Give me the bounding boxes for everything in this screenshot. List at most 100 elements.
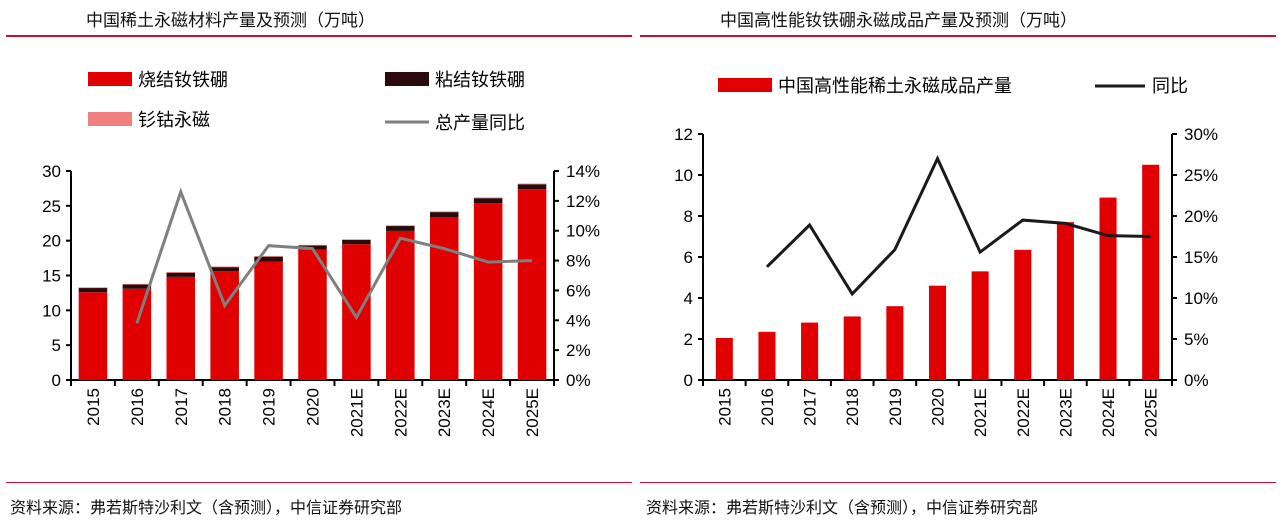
bar-烧结钕铁硼 <box>473 203 503 380</box>
x-tick-label: 2024E <box>479 388 498 437</box>
bar-烧结钕铁硼 <box>517 189 547 380</box>
bar-烧结钕铁硼 <box>122 288 152 380</box>
bar-中国高性能稀土永磁成品产量 <box>886 306 904 380</box>
y-tick-label: 10 <box>674 166 693 185</box>
y-tick-label: 0 <box>684 371 693 390</box>
legend-swatch <box>88 72 132 86</box>
legend-label: 烧结钕铁硼 <box>138 70 228 90</box>
legend-label: 粘结钕铁硼 <box>435 70 525 90</box>
left-panel: 中国稀土永磁材料产量及预测（万吨） 0 5 10 15 20 25 30 0% 2% 4% 6% 8%… <box>0 0 634 528</box>
x-tick-label: 2018 <box>216 388 235 426</box>
bar-中国高性能稀土永磁成品产量 <box>928 285 947 380</box>
x-tick-label: 2022E <box>1014 388 1033 437</box>
x-tick-label: 2022E <box>391 388 410 437</box>
bar-粘结钕铁硼 <box>386 226 415 231</box>
legend-swatch <box>88 112 132 126</box>
legend-label: 中国高性能稀土永磁成品产量 <box>778 76 1012 96</box>
y-tick-label: 5 <box>52 336 61 355</box>
bar-钐钴永磁 <box>298 244 327 246</box>
chart-left: 0 5 10 15 20 25 30 0% 2% 4% 6% 8% 10% 12% 14% 2015 2016 2… <box>42 70 600 437</box>
bar-粘结钕铁硼 <box>166 272 196 277</box>
bar-钐钴永磁 <box>254 255 283 257</box>
divider <box>640 35 1276 37</box>
bar-烧结钕铁硼 <box>429 216 459 380</box>
y2-tick-label: 15% <box>1184 248 1218 267</box>
legend-label: 钐钴永磁 <box>138 110 210 130</box>
bar-钐钴永磁 <box>122 283 152 285</box>
x-tick-label: 2024E <box>1099 388 1118 437</box>
bar-钐钴永磁 <box>342 239 371 240</box>
y-tick-label: 4 <box>684 289 693 308</box>
divider <box>640 482 1276 483</box>
bar-钐钴永磁 <box>429 211 459 213</box>
x-tick-label: 2016 <box>758 388 777 426</box>
chart-right: 0 2 4 6 8 10 12 0% 5% 10% 15% 20% 25% 30% 2015 2016 2017… <box>674 76 1218 437</box>
y-tick-label: 8 <box>684 207 693 226</box>
bar-中国高性能稀土永磁成品产量 <box>715 337 733 380</box>
y-tick-label: 15 <box>42 267 61 286</box>
bar-中国高性能稀土永磁成品产量 <box>758 331 776 380</box>
bar-中国高性能稀土永磁成品产量 <box>971 271 989 380</box>
y2-tick-label: 12% <box>566 192 600 211</box>
x-tick-label: 2025E <box>523 388 542 437</box>
bar-中国高性能稀土永磁成品产量 <box>1014 249 1032 380</box>
y2-tick-label: 10% <box>1184 289 1218 308</box>
source-note: 资料来源：弗若斯特沙利文（含预测），中信证券研究部 <box>10 500 403 517</box>
y2-tick-label: 10% <box>566 222 600 241</box>
y2-tick-label: 6% <box>566 281 591 300</box>
bar-粘结钕铁硼 <box>429 212 459 217</box>
x-tick-label: 2018 <box>843 388 862 426</box>
bar-烧结钕铁硼 <box>254 261 283 380</box>
y2-tick-label: 20% <box>1184 207 1218 226</box>
y2-tick-label: 2% <box>566 341 591 360</box>
y-tick-label: 6 <box>684 248 693 267</box>
x-tick-label: 2019 <box>260 388 279 426</box>
chart-title: 中国高性能钕铁硼永磁成品产量及预测（万吨） <box>720 11 1077 30</box>
line-同比 <box>765 155 1151 297</box>
bar-中国高性能稀土永磁成品产量 <box>801 322 819 380</box>
x-tick-label: 2016 <box>128 388 147 426</box>
y-tick-label: 20 <box>42 232 61 251</box>
x-tick-label: 2020 <box>304 388 323 426</box>
bar-中国高性能稀土永磁成品产量 <box>843 316 861 380</box>
bar-粘结钕铁硼 <box>517 184 547 190</box>
divider <box>6 35 632 37</box>
bar-钐钴永磁 <box>166 272 196 273</box>
bar-烧结钕铁硼 <box>78 292 108 380</box>
bar-烧结钕铁硼 <box>342 244 371 380</box>
legend-label: 总产量同比 <box>435 113 525 133</box>
bar-粘结钕铁硼 <box>254 256 283 262</box>
bar-钐钴永磁 <box>386 225 415 227</box>
y2-tick-label: 8% <box>566 252 591 271</box>
x-tick-label: 2025E <box>1142 388 1161 437</box>
x-tick-label: 2023E <box>435 388 454 437</box>
x-tick-label: 2021E <box>347 388 366 437</box>
bar-烧结钕铁硼 <box>210 271 239 380</box>
x-tick-label: 2015 <box>84 388 103 426</box>
bar-钐钴永磁 <box>78 287 108 289</box>
y2-tick-label: 25% <box>1184 166 1218 185</box>
y2-tick-label: 4% <box>566 311 591 330</box>
bar-钐钴永磁 <box>517 183 547 185</box>
y-tick-label: 0 <box>52 371 61 390</box>
bar-粘结钕铁硼 <box>473 198 503 204</box>
x-tick-label: 2023E <box>1056 388 1075 437</box>
x-tick-label: 2021E <box>971 388 990 437</box>
source-note: 资料来源：弗若斯特沙利文（含预测），中信证券研究部 <box>646 500 1039 517</box>
chart-title: 中国稀土永磁材料产量及预测（万吨） <box>86 11 375 30</box>
x-tick-label: 2017 <box>172 388 191 426</box>
bar-烧结钕铁硼 <box>298 249 327 380</box>
bar-粘结钕铁硼 <box>78 288 108 293</box>
bar-粘结钕铁硼 <box>210 267 239 272</box>
bar-中国高性能稀土永磁成品产量 <box>1142 164 1160 380</box>
right-panel: 中国高性能钕铁硼永磁成品产量及预测（万吨） 0 2 4 6 8 10 12 0% 5% 10% 15… <box>640 0 1282 528</box>
y-tick-label: 2 <box>684 330 693 349</box>
x-tick-label: 2015 <box>715 388 734 426</box>
y2-tick-label: 30% <box>1184 125 1218 144</box>
bar-钐钴永磁 <box>210 266 239 268</box>
y2-tick-label: 0% <box>1184 371 1209 390</box>
y-tick-label: 10 <box>42 301 61 320</box>
line-总产量同比 <box>135 187 533 324</box>
y-tick-label: 25 <box>42 197 61 216</box>
bar-钐钴永磁 <box>473 197 503 199</box>
